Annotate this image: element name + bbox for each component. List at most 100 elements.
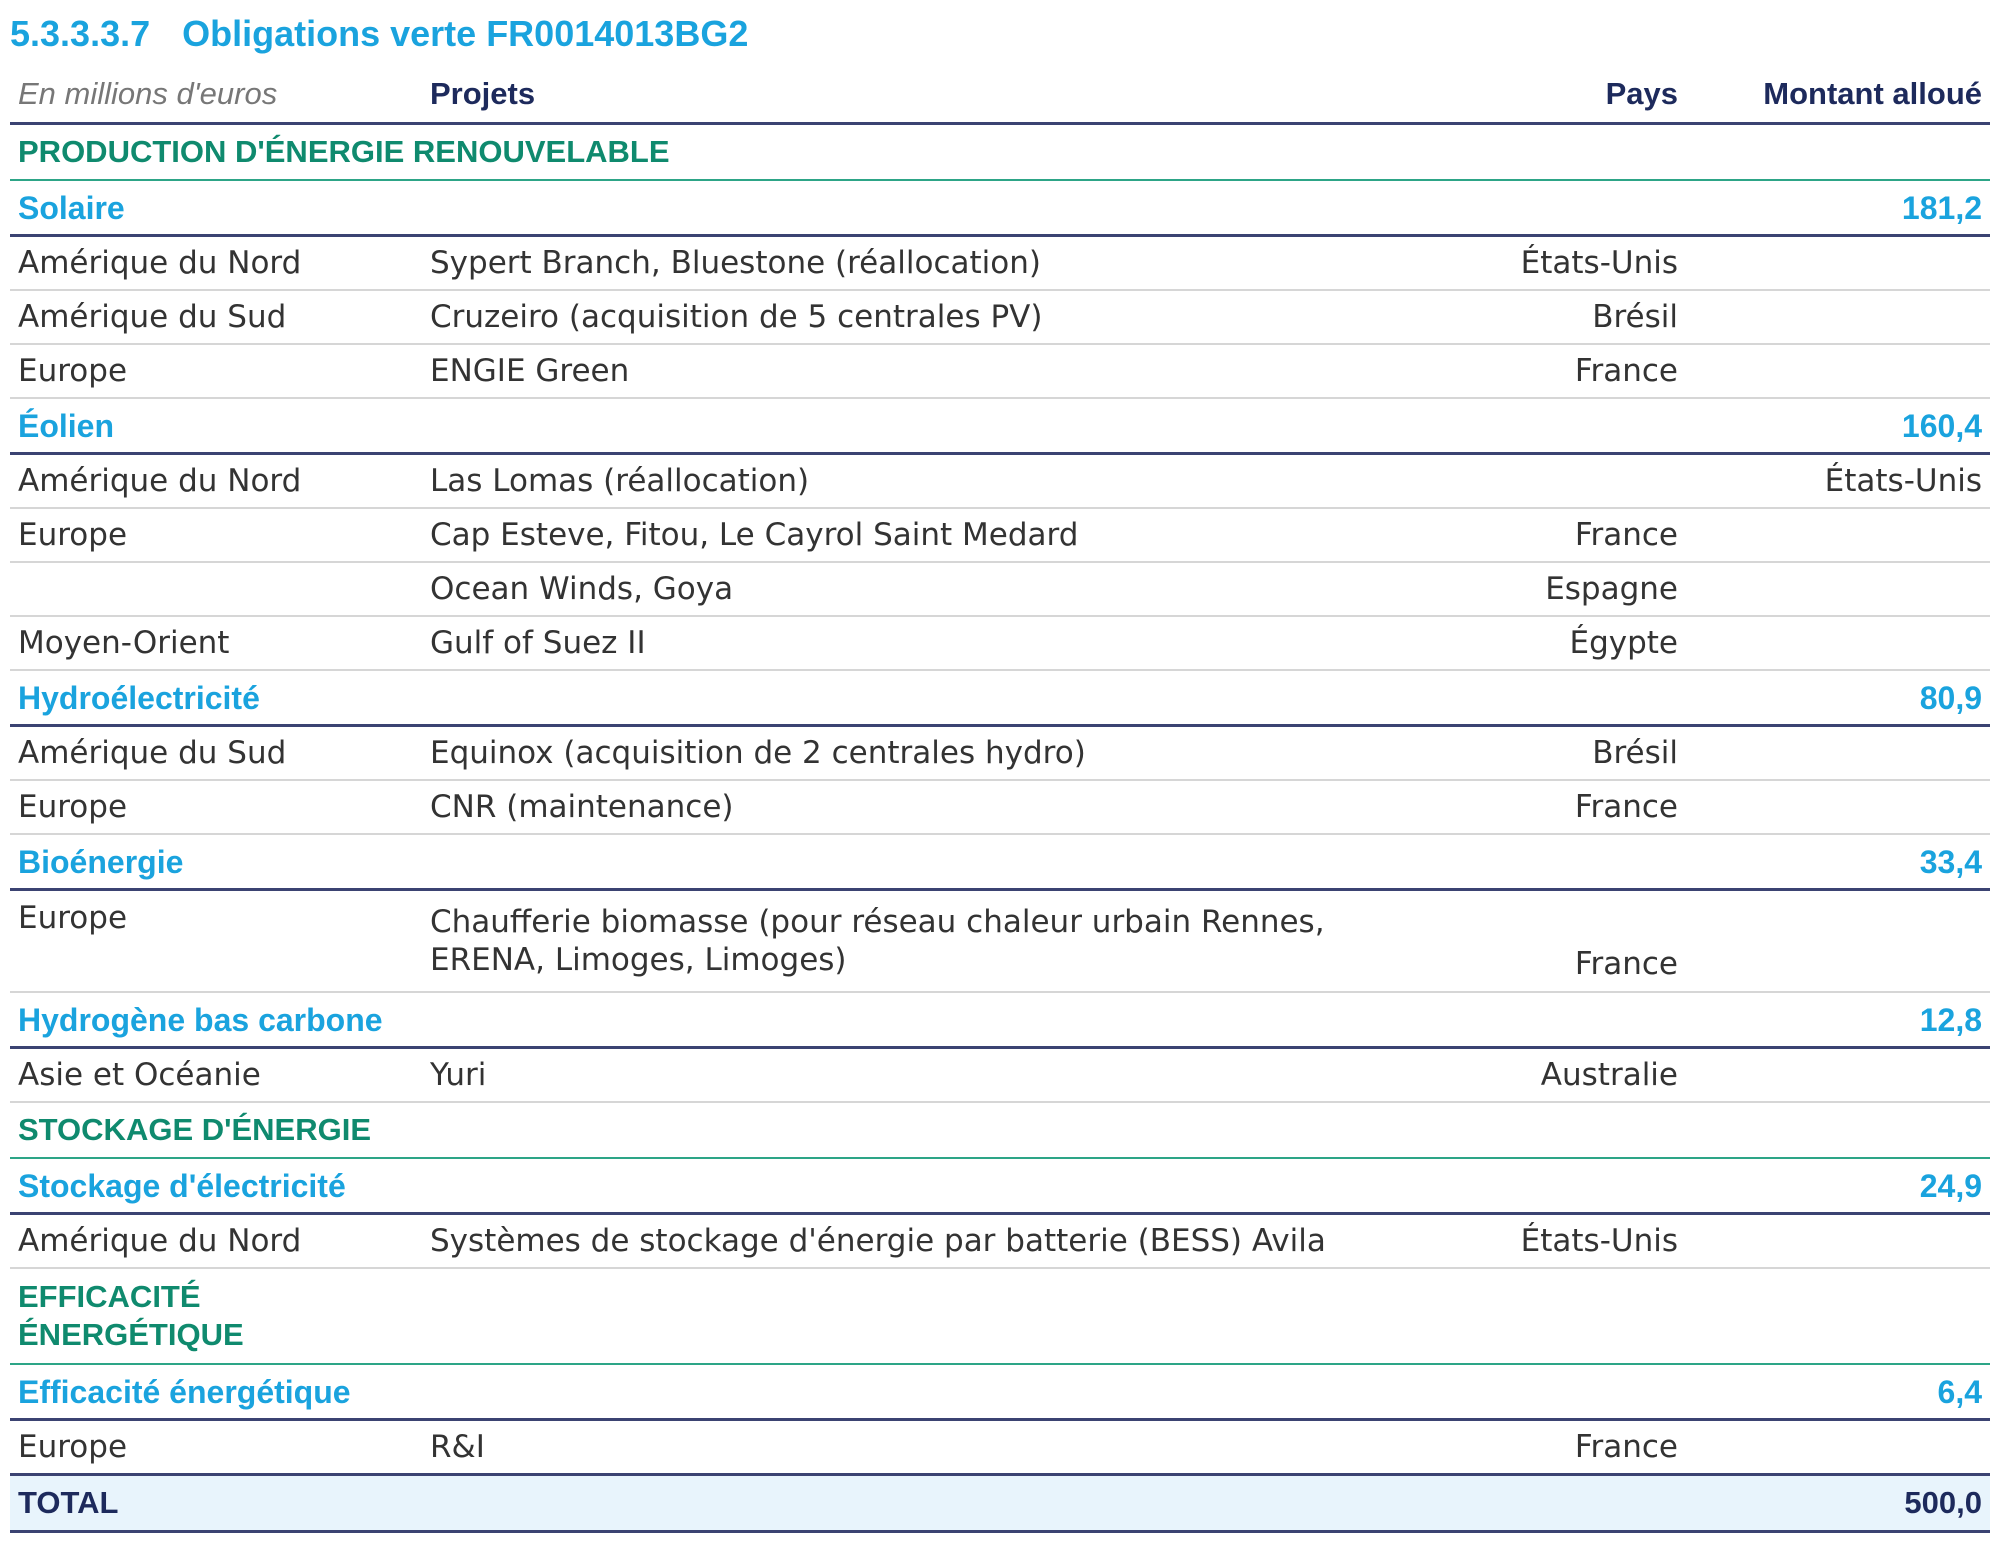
amount-cell <box>1686 235 1990 291</box>
category-row: Bioénergie 33,4 <box>10 834 1990 891</box>
section-row: EFFICACITÉ ÉNERGÉTIQUE <box>10 1268 1990 1365</box>
region-cell: Amérique du Nord <box>10 235 422 291</box>
category-row: Stockage d'électricité 24,9 <box>10 1158 1990 1215</box>
category-amount: 12,8 <box>1686 992 1990 1049</box>
category-label: Éolien <box>10 398 1686 455</box>
amount-cell <box>1686 780 1990 835</box>
amount-cell <box>1686 562 1990 617</box>
amount-cell <box>1686 1213 1990 1269</box>
region-cell: Europe <box>18 1429 128 1465</box>
amount-cell <box>1686 344 1990 399</box>
country-cell: Espagne <box>1342 562 1686 617</box>
category-label: Hydrogène bas carbone <box>10 992 1686 1049</box>
amount-cell <box>1686 290 1990 345</box>
table-row: Amérique du Sud Equinox (acquisition de … <box>10 725 1990 781</box>
region-cell: Europe <box>10 508 422 563</box>
region-cell: Europe <box>10 344 422 399</box>
country-cell: Australie <box>1342 1047 1686 1103</box>
category-amount: 6,4 <box>1686 1364 1990 1421</box>
category-row: Efficacité énergétique 6,4 <box>10 1364 1990 1421</box>
project-cell: Gulf of Suez II <box>422 616 1342 671</box>
region-cell <box>10 562 422 617</box>
project-cell: Yuri <box>422 1047 1342 1103</box>
country-cell: France <box>1574 1429 1678 1465</box>
project-cell: Equinox (acquisition de 2 centrales hydr… <box>422 725 1342 781</box>
category-label: Bioénergie <box>10 834 1686 891</box>
project-cell: Ocean Winds, Goya <box>422 562 1342 617</box>
table-row: Moyen-Orient Gulf of Suez II Égypte <box>10 616 1990 671</box>
project-cell: Las Lomas (réallocation) <box>422 453 1342 509</box>
project-cell: R&I <box>430 1429 485 1465</box>
table-row: Asie et Océanie Yuri Australie <box>10 1047 1990 1103</box>
section-label: EFFICACITÉ ÉNERGÉTIQUE <box>10 1268 1990 1365</box>
region-cell: Amérique du Sud <box>10 725 422 781</box>
section-label: PRODUCTION D'ÉNERGIE RENOUVELABLE <box>10 123 1990 181</box>
country-cell: États-Unis <box>1342 1213 1686 1269</box>
section-label-line: ÉNERGÉTIQUE <box>18 1317 244 1352</box>
table-row: Ocean Winds, Goya Espagne <box>10 562 1990 617</box>
table-row: Europe CNR (maintenance) France <box>10 780 1990 835</box>
country-cell <box>1342 453 1686 509</box>
region-cell: Europe <box>10 889 422 993</box>
region-cell: Amérique du Nord <box>10 453 422 509</box>
project-cell: Cruzeiro (acquisition de 5 centrales PV) <box>422 290 1342 345</box>
table-row: Europe Chaufferie biomasse (pour réseau … <box>10 889 1990 993</box>
section-title: Obligations verte FR0014013BG2 <box>182 13 749 54</box>
amount-cell: États-Unis <box>1686 453 1990 509</box>
project-line: ERENA, Limoges, Limoges) <box>430 942 847 978</box>
category-label: Efficacité énergétique <box>10 1364 1686 1421</box>
table-row: Amérique du Nord Systèmes de stockage d'… <box>10 1213 1990 1269</box>
country-cell: Égypte <box>1342 616 1686 671</box>
category-label: Stockage d'électricité <box>10 1158 1686 1215</box>
country-cell: France <box>1342 344 1686 399</box>
amount-cell <box>1686 725 1990 781</box>
country-cell: Brésil <box>1342 290 1686 345</box>
allocation-table: En millions d'euros Projets Pays Montant… <box>10 66 1990 1533</box>
amount-cell <box>1686 616 1990 671</box>
category-amount: 80,9 <box>1686 670 1990 727</box>
region-cell: Moyen-Orient <box>10 616 422 671</box>
project-cell: Chaufferie biomasse (pour réseau chaleur… <box>422 889 1342 993</box>
region-cell: Asie et Océanie <box>10 1047 422 1103</box>
table-row: Europe ENGIE Green France <box>10 344 1990 399</box>
section-heading: 5.3.3.3.7 Obligations verte FR0014013BG2 <box>10 2 1990 66</box>
category-row: Hydrogène bas carbone 12,8 <box>10 992 1990 1049</box>
section-row: STOCKAGE D'ÉNERGIE <box>10 1102 1990 1159</box>
country-cell: France <box>1342 889 1686 993</box>
amount-cell <box>1686 508 1990 563</box>
table-row: Europe Cap Esteve, Fitou, Le Cayrol Sain… <box>10 508 1990 563</box>
table-row: Amérique du Nord Sypert Branch, Blueston… <box>10 235 1990 291</box>
amount-cell <box>1686 889 1990 993</box>
category-row: Éolien 160,4 <box>10 398 1990 455</box>
category-amount: 24,9 <box>1686 1158 1990 1215</box>
total-row: TOTAL 500,0 <box>10 1473 1990 1533</box>
projects-header: Projets <box>422 66 1342 125</box>
region-cell: Amérique du Sud <box>10 290 422 345</box>
section-number: 5.3.3.3.7 <box>10 13 151 54</box>
section-label-line: EFFICACITÉ <box>18 1279 201 1314</box>
project-cell: Sypert Branch, Bluestone (réallocation) <box>422 235 1342 291</box>
country-cell: France <box>1342 508 1686 563</box>
category-amount: 160,4 <box>1686 398 1990 455</box>
section-row: PRODUCTION D'ÉNERGIE RENOUVELABLE <box>10 123 1990 181</box>
amount-cell <box>1686 1047 1990 1103</box>
table-row: Amérique du Nord Las Lomas (réallocation… <box>10 453 1990 509</box>
amount-cell <box>1686 1420 1990 1475</box>
category-row: Solaire 181,2 <box>10 180 1990 237</box>
project-cell: ENGIE Green <box>422 344 1342 399</box>
category-label: Solaire <box>10 180 1686 237</box>
category-label: Hydroélectricité <box>10 670 1686 727</box>
section-label: STOCKAGE D'ÉNERGIE <box>10 1102 1990 1159</box>
project-line: Chaufferie biomasse (pour réseau chaleur… <box>430 904 1325 940</box>
category-row: Hydroélectricité 80,9 <box>10 670 1990 727</box>
project-cell: CNR (maintenance) <box>422 780 1342 835</box>
table-row: Amérique du Sud Cruzeiro (acquisition de… <box>10 290 1990 345</box>
region-cell: Europe <box>10 780 422 835</box>
total-amount: 500,0 <box>1686 1473 1990 1533</box>
project-cell: Systèmes de stockage d'énergie par batte… <box>422 1213 1342 1269</box>
country-cell: France <box>1342 780 1686 835</box>
unit-header: En millions d'euros <box>10 66 422 125</box>
total-label: TOTAL <box>10 1473 1686 1533</box>
country-cell: États-Unis <box>1342 235 1686 291</box>
category-amount: 33,4 <box>1686 834 1990 891</box>
